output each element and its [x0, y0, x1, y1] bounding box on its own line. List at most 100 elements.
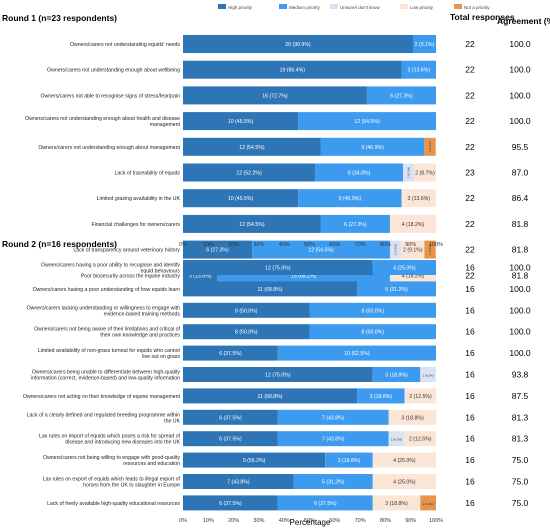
bar-segment	[277, 345, 436, 361]
chart-row: Owners/carers not understanding equids' …	[70, 35, 531, 53]
chart-row: Owners/carers not able to recognise sign…	[40, 86, 531, 105]
total-responses: 22	[465, 219, 475, 229]
legend-label: Low priority	[410, 5, 434, 10]
bar-segment	[401, 240, 425, 259]
total-responses: 16	[465, 305, 475, 315]
data-label: 15 (68.2%)	[291, 273, 317, 279]
bar-segment	[183, 137, 321, 156]
bar-segment	[183, 302, 310, 318]
category-label: Owners/carers not able to recognise sign…	[40, 93, 180, 99]
chart-row: Owners/carers having a poor understandin…	[33, 281, 531, 297]
data-label: 6 (37.5%)	[314, 501, 337, 507]
total-responses: 22	[465, 142, 475, 152]
data-label: 5 (31.2%)	[322, 480, 345, 486]
agreement-value: 75.0	[512, 477, 529, 487]
group-title: Round 1 (n=23 respondents)	[2, 13, 117, 23]
category-label: Limited grazing availability in the UK	[97, 196, 181, 202]
data-label: 5 (31.2%)	[385, 287, 408, 293]
bar-segment	[298, 189, 402, 208]
agreement-value: 100.0	[509, 284, 531, 294]
bar-segment	[404, 388, 437, 404]
data-label: 6 (37.5%)	[219, 437, 242, 443]
legend-label: High priority	[228, 5, 253, 10]
category-label: Owners/carers lacking understanding or w…	[27, 305, 181, 317]
total-responses: 16	[465, 477, 475, 487]
bar-segment	[412, 35, 436, 53]
category-label: Lack of transparency around veterinary h…	[73, 248, 180, 254]
x-tick-label: 60%	[329, 518, 340, 524]
data-label: 12 (54.5%)	[354, 119, 380, 125]
bar-segment	[298, 112, 436, 131]
total-responses: 16	[465, 412, 475, 422]
data-label: 16 (72.7%)	[262, 93, 288, 99]
data-label: 12 (75.0%)	[265, 373, 291, 379]
chart-row: Lax rules on import of equids which pose…	[39, 431, 529, 447]
bar-segment	[293, 474, 373, 489]
legend-item: Medium priority	[279, 4, 321, 10]
data-label: 19 (86.4%)	[280, 68, 306, 74]
agreement-value: 87.5	[512, 391, 529, 401]
data-label: 3 (13.6%)	[408, 196, 431, 202]
bar-segment	[372, 452, 436, 468]
bar-segment	[183, 163, 316, 182]
bar-segment	[183, 112, 299, 131]
chart-row: Owners/carers not understanding enough a…	[47, 60, 531, 79]
total-responses: 22	[465, 65, 475, 75]
bar-segment	[315, 163, 404, 182]
bar-segment	[366, 86, 436, 105]
bar-segment	[183, 345, 278, 361]
chart-row: Limited availability of non-grass turnou…	[38, 345, 531, 361]
data-label: 7 (43.8%)	[322, 437, 345, 443]
agreement-value: 86.4	[512, 193, 529, 203]
data-label: 4 (25.0%)	[393, 458, 416, 464]
x-tick-label: 80%	[380, 242, 391, 248]
total-responses: 22	[465, 116, 475, 126]
agreement-value: 100.0	[509, 116, 531, 126]
data-label: 12 (54.5%)	[308, 248, 334, 254]
agreement-value: 100.0	[509, 327, 531, 337]
chart-row: Owners/carers not understanding enough a…	[25, 112, 531, 131]
total-responses: 16	[465, 348, 475, 358]
bar-segment	[401, 60, 436, 79]
category-label: Owners/carers not acting on their knowle…	[23, 394, 181, 400]
x-tick-label: 70%	[355, 242, 366, 248]
data-label: 6 (27.3%)	[206, 248, 229, 254]
x-axis-label: Percentage	[290, 518, 331, 527]
chart-row: Owners/carers not acting on their knowle…	[23, 388, 529, 404]
data-label: 1 (6.2%)	[422, 374, 433, 378]
data-label: 9 (40.9%)	[361, 145, 384, 151]
legend-swatch	[330, 4, 338, 9]
data-label: 6 (27.3%)	[344, 222, 367, 228]
category-label: Owners/carers not being willing to engag…	[43, 455, 180, 467]
data-label: 6 (27.3%)	[390, 93, 413, 99]
data-label: 10 (45.5%)	[228, 196, 254, 202]
data-label: 3 (18.8%)	[338, 458, 361, 464]
data-label: 9 (40.9%)	[339, 196, 362, 202]
category-label: Owners/carers not understanding enough a…	[47, 68, 180, 74]
data-label: 6 (37.5%)	[219, 351, 242, 357]
chart-row: Owners/carers having a poor ability to r…	[41, 260, 531, 275]
bar-segment	[309, 324, 436, 340]
category-label: Lack of a clearly defined and regulated …	[27, 412, 181, 424]
total-responses: 22	[465, 90, 475, 100]
bar-segment	[357, 388, 405, 404]
category-label: Owners/carers being unable to differenti…	[31, 370, 180, 382]
x-tick-label: 10%	[203, 242, 214, 248]
total-responses: 22	[465, 245, 475, 255]
data-label: 2 (9.1%)	[403, 248, 423, 254]
chart-row: Owners/carers not being aware of their l…	[34, 324, 531, 340]
bar-segment	[403, 163, 414, 182]
agreement-value: 100.0	[509, 263, 531, 273]
chart-row: Lack of traceability of equids 12 (52.2%)…	[115, 163, 529, 182]
data-label: 12 (75.0%)	[265, 266, 291, 272]
agreement-value: 81.8	[512, 245, 529, 255]
total-responses: 16	[465, 370, 475, 380]
legend-item: High priority	[218, 4, 253, 10]
data-label: 12 (54.5%)	[239, 145, 265, 151]
data-label: 3 (13.6%)	[408, 68, 431, 74]
data-label: 1 (4.5%)	[428, 244, 432, 255]
category-label: Lack of freely available high-quality ed…	[47, 501, 180, 507]
legend-label: Not a priority	[464, 5, 490, 10]
bar-segment	[413, 163, 436, 182]
bar-segment	[372, 367, 421, 382]
